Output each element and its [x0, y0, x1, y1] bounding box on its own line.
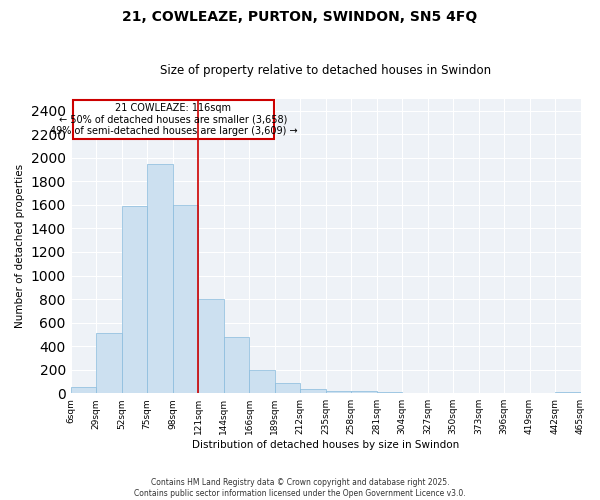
Bar [555, 392, 581, 393]
Bar [351, 392, 377, 393]
Text: ← 50% of detached houses are smaller (3,658): ← 50% of detached houses are smaller (3,… [59, 114, 287, 124]
Y-axis label: Number of detached properties: Number of detached properties [15, 164, 25, 328]
Text: Contains HM Land Registry data © Crown copyright and database right 2025.
Contai: Contains HM Land Registry data © Crown c… [134, 478, 466, 498]
Text: 49% of semi-detached houses are larger (3,609) →: 49% of semi-detached houses are larger (… [50, 126, 297, 136]
Bar [249, 370, 275, 393]
Bar [173, 205, 198, 393]
Bar [147, 164, 173, 393]
Bar [275, 383, 300, 393]
Bar [71, 386, 96, 393]
Bar [73, 100, 274, 139]
X-axis label: Distribution of detached houses by size in Swindon: Distribution of detached houses by size … [192, 440, 459, 450]
Bar [198, 299, 224, 393]
Bar [96, 333, 122, 393]
Text: 21, COWLEAZE, PURTON, SWINDON, SN5 4FQ: 21, COWLEAZE, PURTON, SWINDON, SN5 4FQ [122, 10, 478, 24]
Bar [300, 388, 326, 393]
Bar [224, 336, 249, 393]
Title: Size of property relative to detached houses in Swindon: Size of property relative to detached ho… [160, 64, 491, 77]
Text: 21 COWLEAZE: 116sqm: 21 COWLEAZE: 116sqm [115, 102, 232, 113]
Bar [122, 206, 147, 393]
Bar [326, 390, 351, 393]
Bar [377, 392, 402, 393]
